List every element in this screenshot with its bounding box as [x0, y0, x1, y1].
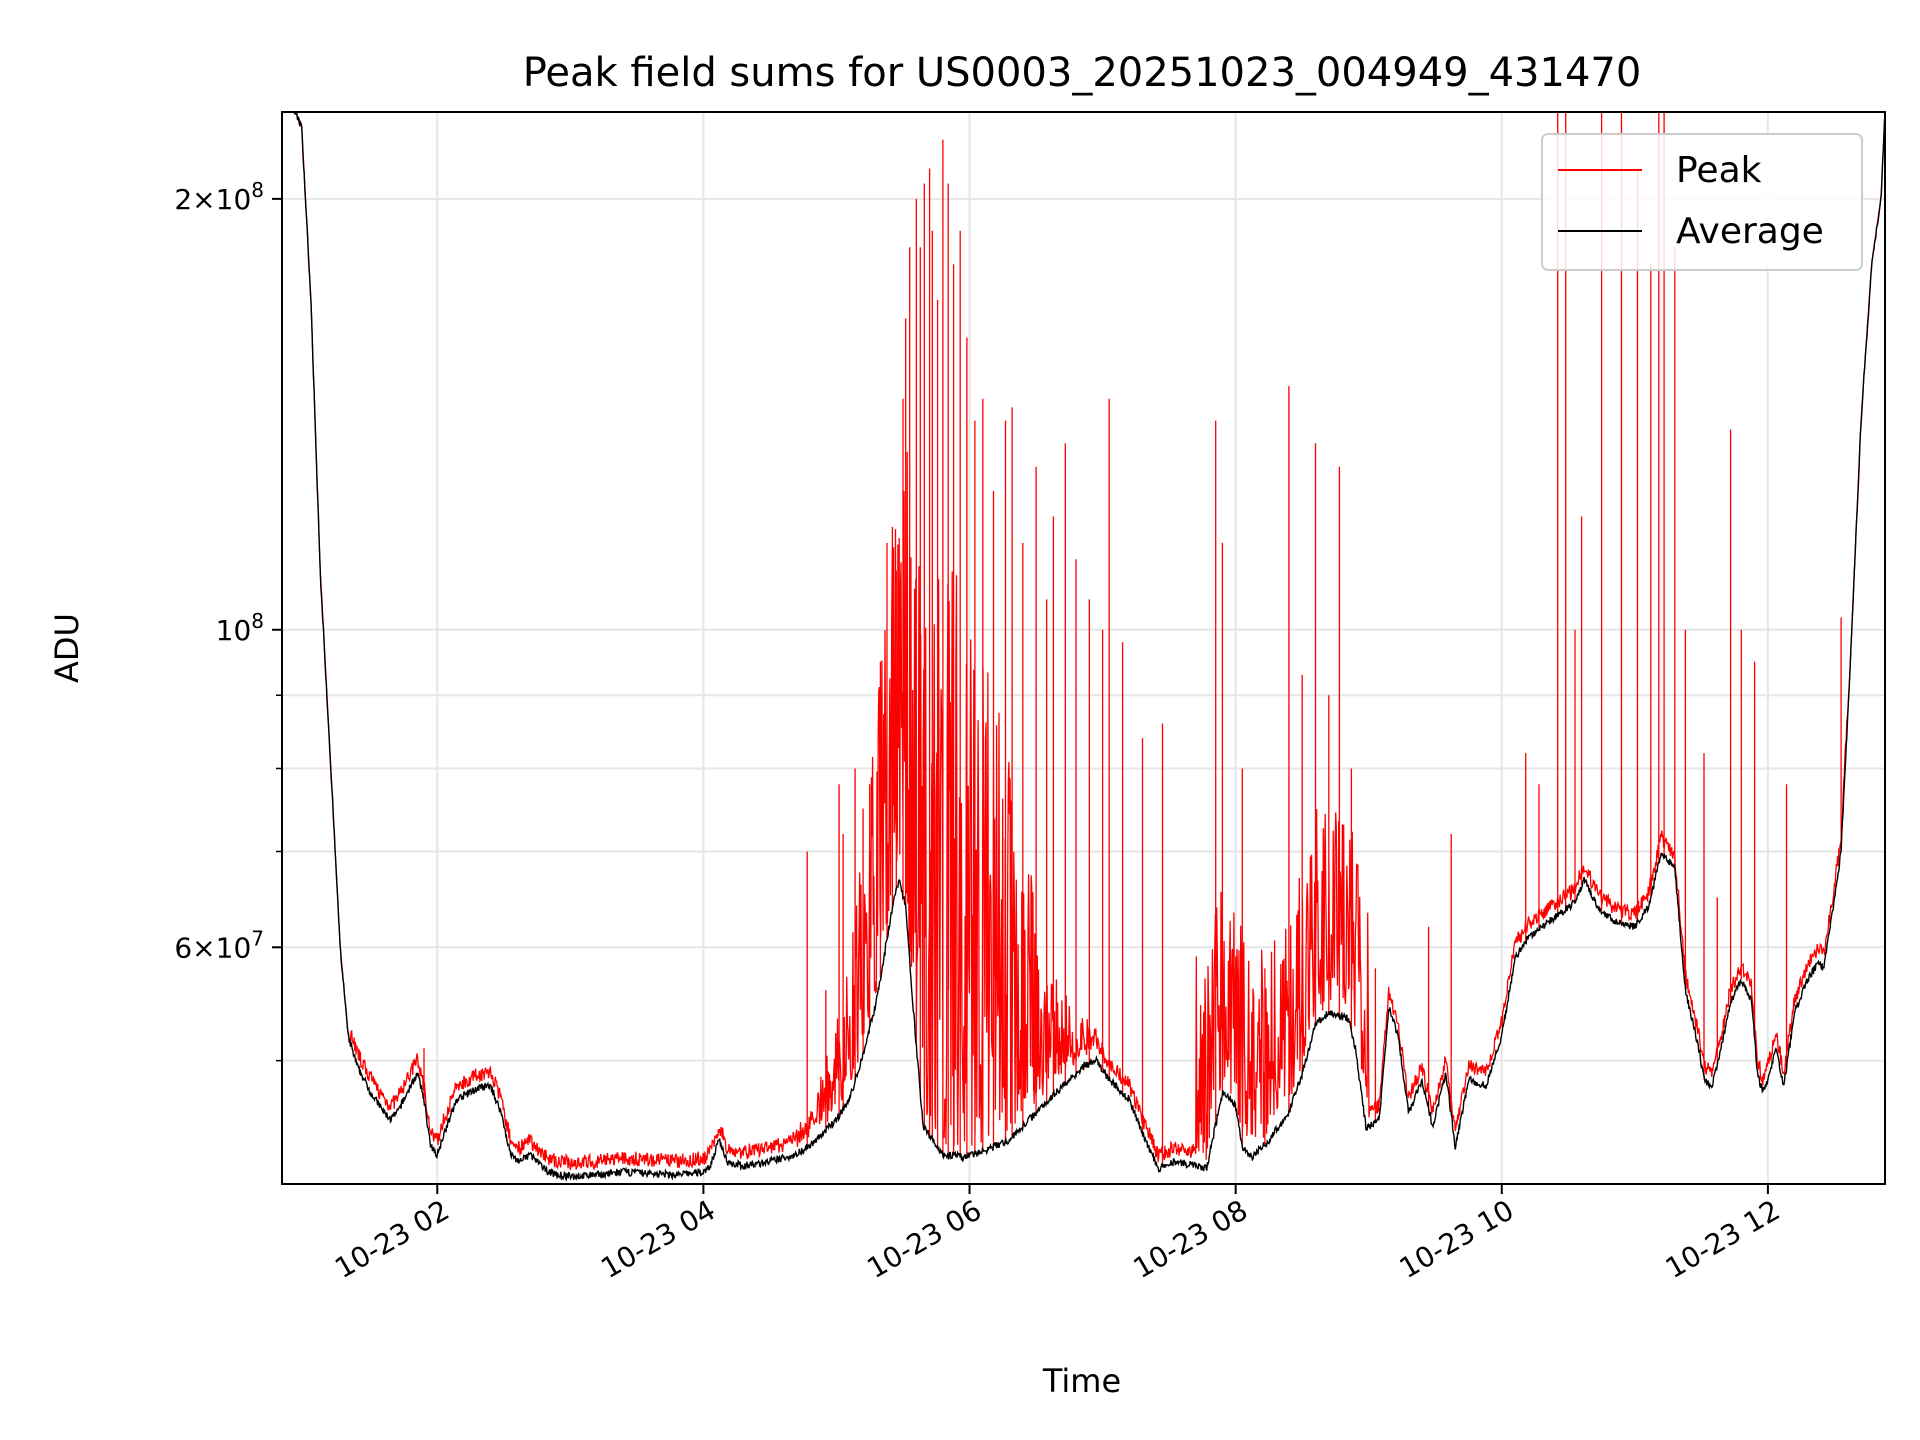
series-line-peak: [294, 112, 1885, 1171]
x-axis-label: Time: [1042, 1362, 1121, 1400]
series-layer: [293, 112, 1885, 1182]
legend: Peak Average: [1541, 133, 1863, 271]
legend-peak-label: Peak: [1676, 150, 1762, 191]
grid: [282, 112, 1885, 1184]
plot-frame: [281, 111, 1886, 1185]
legend-average-label: Average: [1676, 211, 1824, 252]
chart-title: Peak field sums for US0003_20251023_0049…: [523, 50, 1642, 96]
y-tick-label-2: 2×108: [174, 178, 264, 216]
legend-frame: [1541, 133, 1863, 271]
y-tick-label-1: 108: [216, 609, 264, 647]
y-axis-label: ADU: [48, 613, 86, 683]
series-line-average: [293, 112, 1885, 1182]
y-tick-label-0: 6×107: [174, 926, 264, 964]
